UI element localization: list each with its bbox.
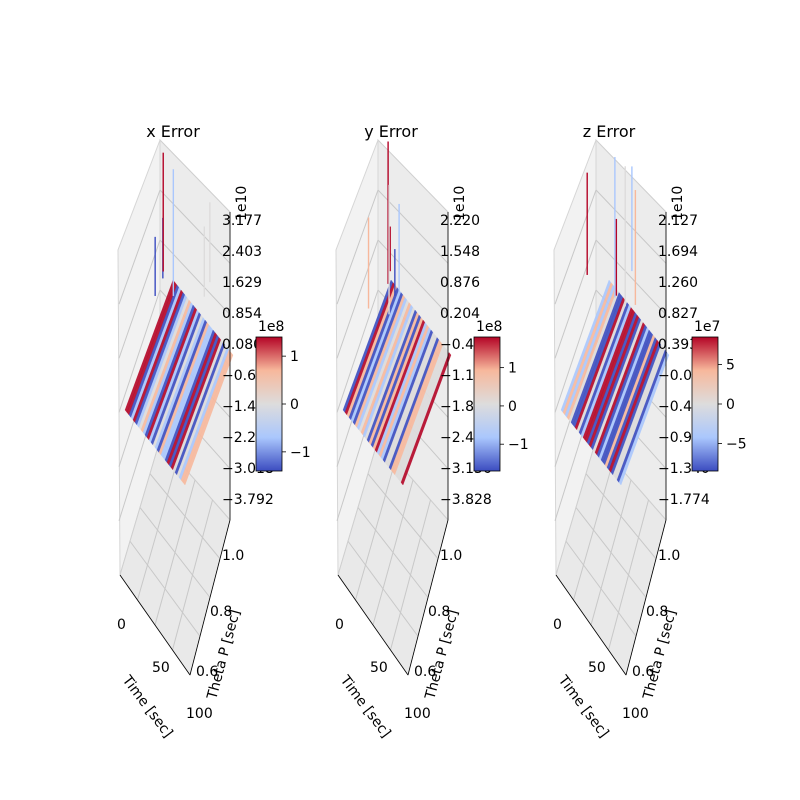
chart-title: z Error	[583, 122, 636, 141]
y-axis-label: Theta P [sec]	[422, 608, 462, 702]
colorbar-tick-label: −5	[726, 436, 747, 452]
colorbar-tick-label: 0	[726, 397, 735, 413]
x-axis	[119, 574, 191, 676]
y-tick-label: 0.8	[646, 604, 668, 620]
y-axis	[189, 519, 231, 676]
colorbar: 1 0 −1 1e8	[255, 319, 311, 472]
colorbar-tick-label: 1	[290, 349, 299, 365]
z-tick-label: 0.854	[222, 306, 262, 322]
x-tick-label: 100	[404, 706, 431, 722]
z-tick-label: 0.876	[440, 275, 480, 291]
y-tick-label: 0.8	[210, 604, 232, 620]
z-tick-label: 1.260	[658, 275, 698, 291]
z-tick-label: 0.827	[658, 306, 698, 322]
x-tick-label: 100	[622, 706, 649, 722]
y-tick-label: 0.8	[428, 604, 450, 620]
subplot-2: 2.2201.5480.8760.204−0.468−1.140−1.812−2…	[335, 122, 529, 741]
surface-strip	[182, 352, 234, 486]
x-axis-label: Time [sec]	[118, 672, 175, 741]
z-tick-label: −1.774	[658, 492, 710, 508]
z-offset-label: 1e10	[670, 186, 686, 221]
colorbar-gradient	[255, 336, 283, 472]
x-axis	[555, 574, 627, 676]
y-axis	[407, 519, 449, 676]
x-tick-label: 50	[370, 660, 388, 676]
colorbar-gradient	[473, 336, 501, 472]
surface	[560, 157, 670, 486]
colorbar-tick-label: −1	[508, 437, 529, 453]
surface	[124, 152, 234, 486]
y-tick-label: 0.6	[632, 664, 654, 680]
surface-strip	[400, 352, 452, 486]
x-tick-label: 0	[335, 617, 344, 633]
z-tick-label: 2.220	[440, 213, 480, 229]
chart-title: y Error	[364, 122, 418, 141]
z-offset-label: 1e10	[452, 186, 468, 221]
z-tick-label: 0.393	[658, 337, 698, 353]
z-offset-label: 1e10	[234, 186, 250, 221]
colorbar-offset-label: 1e8	[258, 319, 284, 335]
colorbar-offset-label: 1e7	[694, 319, 720, 335]
x-tick-label: 0	[553, 617, 562, 633]
colorbar-tick-label: 0	[508, 399, 517, 415]
chart-title: x Error	[146, 122, 200, 141]
subplot-1: 3.1772.4031.6290.8540.080−0.694−1.468−2.…	[117, 122, 311, 741]
z-tick-label: −3.828	[440, 492, 492, 508]
y-tick-label: 1.0	[222, 548, 244, 564]
z-tick-label: 1.548	[440, 244, 480, 260]
colorbar-offset-label: 1e8	[476, 319, 502, 335]
z-tick-label: 0.204	[440, 306, 480, 322]
surface-strip	[618, 352, 670, 486]
colorbar-tick-label: 0	[290, 397, 299, 413]
x-axis-label: Time [sec]	[336, 672, 393, 741]
z-tick-label: −3.792	[222, 492, 274, 508]
z-tick-label: 0.080	[222, 337, 262, 353]
x-axis-label: Time [sec]	[554, 672, 611, 741]
y-tick-label: 1.0	[440, 548, 462, 564]
colorbar-tick-label: 5	[726, 358, 735, 374]
x-tick-label: 50	[588, 660, 606, 676]
x-tick-label: 100	[186, 706, 213, 722]
colorbar: 1 0 −1 1e8	[473, 319, 529, 472]
x-tick-label: 0	[117, 617, 126, 633]
z-tick-label: 3.177	[222, 213, 262, 229]
y-axis-label: Theta P [sec]	[204, 608, 244, 702]
x-tick-label: 50	[152, 660, 170, 676]
y-axis	[625, 519, 667, 676]
colorbar-gradient	[691, 336, 719, 472]
z-tick-label: 1.629	[222, 275, 262, 291]
y-tick-label: 1.0	[658, 548, 680, 564]
y-tick-label: 0.6	[196, 664, 218, 680]
surface	[342, 141, 452, 486]
subplot-3: 2.1271.6941.2600.8270.393−0.040−0.474−0.…	[553, 122, 747, 741]
colorbar-tick-label: −1	[290, 445, 311, 461]
colorbar: 5 0 −5 1e7	[691, 319, 747, 472]
z-tick-label: 2.127	[658, 213, 698, 229]
z-tick-label: 2.403	[222, 244, 262, 260]
colorbar-tick-label: 1	[508, 361, 517, 377]
y-tick-label: 0.6	[414, 664, 436, 680]
y-axis-label: Theta P [sec]	[640, 608, 680, 702]
z-tick-label: 1.694	[658, 244, 698, 260]
x-axis	[337, 574, 409, 676]
